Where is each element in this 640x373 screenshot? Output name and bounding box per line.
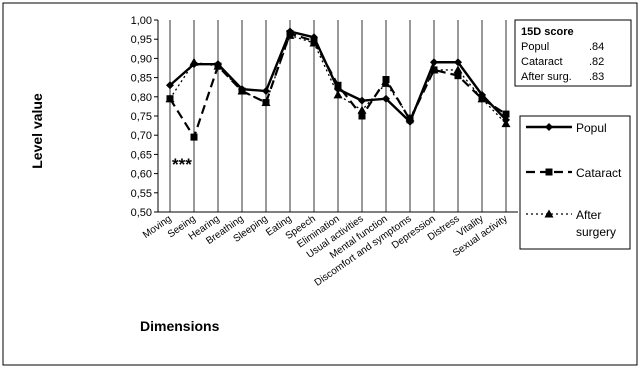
data-point-after-surgery-vitality <box>477 94 487 103</box>
legend-label-after-line1: After <box>576 208 601 222</box>
score-label-popul: Popul <box>521 41 549 53</box>
y-tick-label: 0,95 <box>131 34 152 46</box>
score-box: 15D score Popul .84 Cataract .82 After s… <box>514 19 632 87</box>
score-value-popul: .84 <box>589 41 604 53</box>
axes <box>154 19 518 213</box>
legend-label-cataract: Cataract <box>576 166 622 180</box>
data-point-cataract-seeing <box>190 133 198 141</box>
data-point-cataract-usual-activities <box>358 112 366 120</box>
data-point-popul-depression <box>430 58 438 67</box>
legend: Popul Cataract After surgery <box>519 115 631 250</box>
score-label-cataract: Cataract <box>521 56 563 68</box>
y-tick-label: 0,65 <box>131 149 152 161</box>
legend-marker-popul <box>545 123 553 131</box>
data-point-popul-usual-activities <box>358 96 366 105</box>
data-point-after-surgery-sleeping <box>261 98 271 107</box>
y-tick-label: 0,80 <box>131 92 152 104</box>
score-label-after-surg: After surg. <box>521 71 572 83</box>
y-tick-label: 0,60 <box>131 169 152 181</box>
score-value-after-surg: .83 <box>589 71 604 83</box>
y-tick-label: 1,00 <box>131 15 152 27</box>
data-point-after-surgery-mental-function <box>381 78 391 87</box>
legend-label-after-line2: surgery <box>576 225 616 239</box>
y-tick-label: 0,50 <box>131 207 152 219</box>
data-point-cataract-elimination <box>334 81 342 89</box>
y-tick-label: 0,85 <box>131 73 152 85</box>
x-axis-label: Dimensions <box>140 318 220 334</box>
legend-label-after-surgery: After surgery <box>576 208 616 239</box>
data-point-after-surgery-speech <box>309 38 319 47</box>
data-point-after-surgery-breathing <box>237 86 247 95</box>
data-point-after-surgery-elimination <box>333 90 343 99</box>
y-tick-label: 0,75 <box>131 111 152 123</box>
y-tick-label: 0,55 <box>131 188 152 200</box>
data-point-after-surgery-usual-activities <box>357 105 367 114</box>
data-point-after-surgery-depression <box>429 65 439 74</box>
data-point-after-surgery-discomfort-and-symptoms <box>405 113 415 122</box>
data-point-popul-moving <box>166 81 174 90</box>
chart-frame <box>2 2 638 366</box>
data-point-after-surgery-sexual-activity <box>501 119 511 128</box>
data-point-popul-sleeping <box>262 87 270 96</box>
data-point-popul-mental-function <box>382 94 390 103</box>
score-box-title: 15D score <box>521 26 574 38</box>
score-box-frame <box>514 19 632 87</box>
data-point-popul-distress <box>454 58 462 67</box>
legend-label-popul: Popul <box>576 121 607 135</box>
grid <box>169 20 507 212</box>
data-point-after-surgery-hearing <box>213 61 223 70</box>
y-axis-label: Level value <box>29 93 45 169</box>
series-layer <box>165 27 511 141</box>
data-point-after-surgery-moving <box>165 94 175 103</box>
series-after-surgery <box>165 30 511 128</box>
data-point-after-surgery-eating <box>285 30 295 39</box>
y-tick-label: 0,90 <box>131 53 152 65</box>
y-tick-label: 0,70 <box>131 130 152 142</box>
data-point-cataract-distress <box>454 72 462 80</box>
score-value-cataract: .82 <box>589 56 604 68</box>
significance-annotation: *** <box>172 155 192 174</box>
data-point-after-surgery-distress <box>453 65 463 74</box>
legend-marker-after-surgery <box>544 209 554 218</box>
legend-frame <box>519 115 631 250</box>
data-point-after-surgery-seeing <box>189 57 199 66</box>
legend-marker-cataract <box>545 168 553 176</box>
data-point-cataract-sexual-activity <box>502 110 510 118</box>
